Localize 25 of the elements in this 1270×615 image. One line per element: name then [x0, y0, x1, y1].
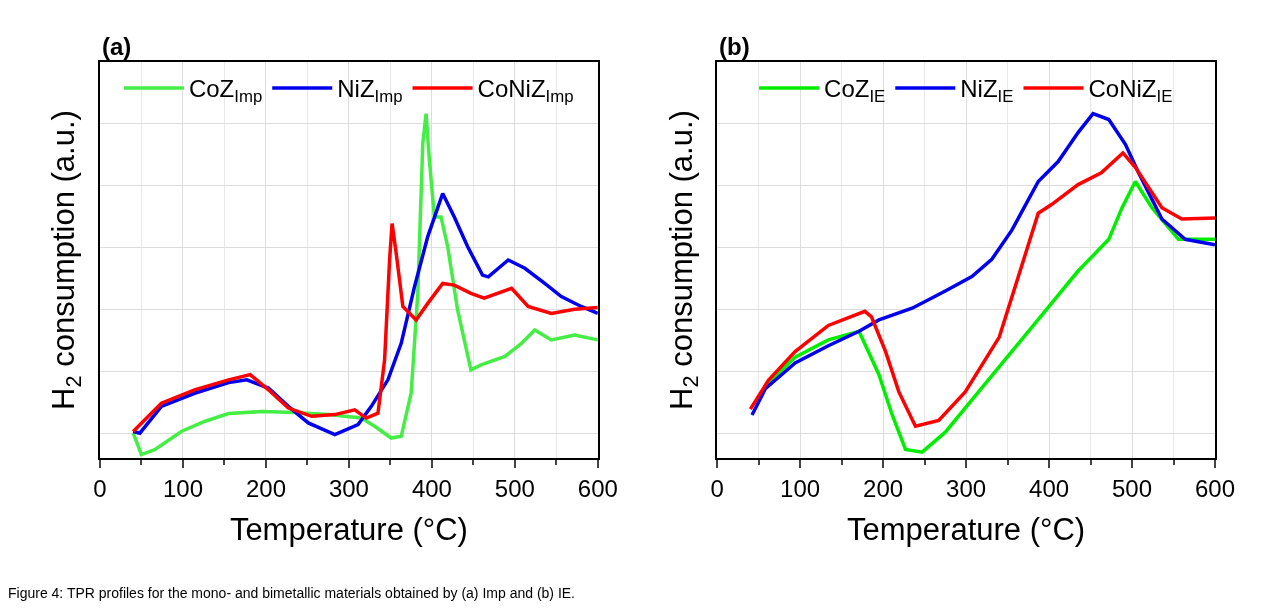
chart-title: (b)	[719, 33, 750, 60]
x-tick-label: 500	[1112, 474, 1153, 502]
chart-title: (a)	[102, 33, 132, 60]
x-tick-label: 300	[946, 474, 987, 502]
x-axis-title: Temperature (°C)	[847, 512, 1086, 548]
x-tick-label: 0	[93, 474, 107, 502]
legend-label: CoNiZ$_{IE}$	[1088, 75, 1173, 107]
caption: Figure 4: TPR profiles for the mono- and bimetallic materials obtained by (a) Imp and (b) IE.	[8, 585, 575, 601]
x-tick-label: 200	[863, 474, 904, 502]
x-tick-label: 200	[245, 474, 286, 502]
x-tick-label: 500	[494, 474, 535, 502]
x-tick-label: 600	[1194, 474, 1236, 502]
x-tick-label: 400	[411, 474, 452, 502]
x-axis-title: Temperature (°C)	[229, 512, 468, 548]
legend-label: CoZ$_{Imp}$	[188, 75, 263, 107]
x-tick-label: 600	[577, 474, 618, 502]
x-tick-label: 0	[710, 474, 724, 502]
legend-label: NiZ$_{IE}$	[960, 75, 1014, 107]
x-tick-label: 300	[328, 474, 369, 502]
x-tick-label: 100	[162, 474, 203, 502]
x-tick-label: 400	[1029, 474, 1070, 502]
legend-label: NiZ$_{Imp}$	[337, 75, 403, 107]
legend-label: CoNiZ$_{Imp}$	[477, 75, 574, 107]
legend-label: CoZ$_{IE}$	[824, 75, 886, 107]
x-tick-label: 100	[780, 474, 821, 502]
